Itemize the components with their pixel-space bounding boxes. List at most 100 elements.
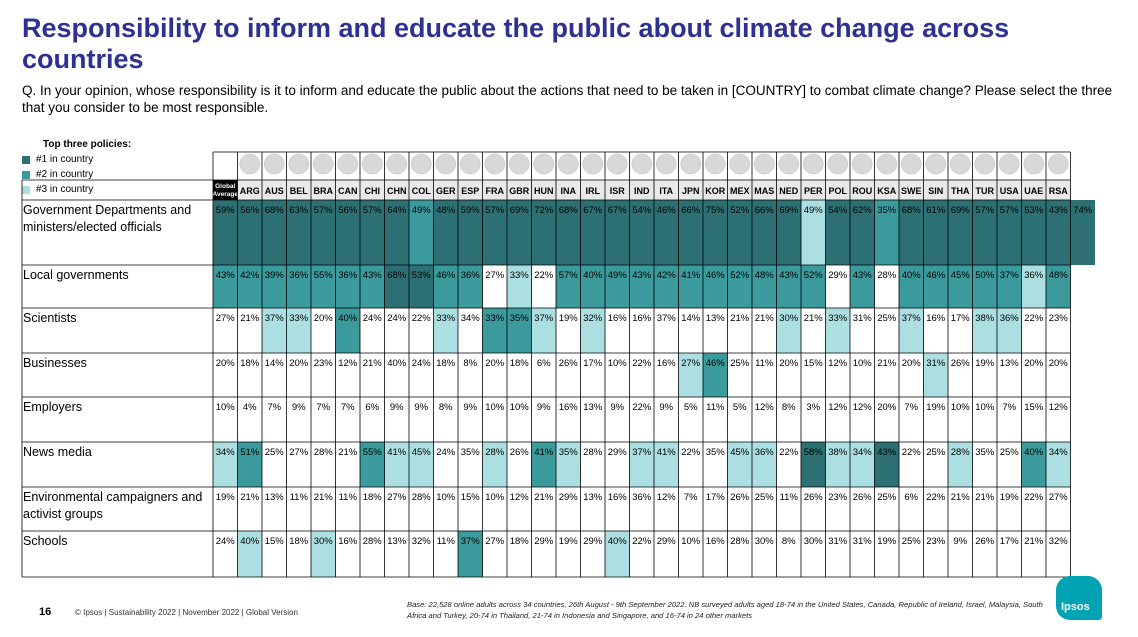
- cell-value: 41%: [681, 270, 701, 281]
- column-header-bg: [237, 180, 262, 200]
- rank-cell-fill: [948, 200, 973, 265]
- rank-cell-fill: [262, 200, 287, 265]
- flag-icon-rou: [852, 153, 873, 175]
- flag-icon-ina: [558, 153, 579, 175]
- row-label-text: Local governments: [23, 268, 129, 282]
- rank-cell-fill: [286, 308, 311, 353]
- cell-value: 38%: [828, 447, 848, 458]
- cell-value: 37%: [632, 447, 652, 458]
- flag-icon-irl: [582, 153, 603, 175]
- cell-value: 23%: [926, 536, 946, 547]
- cell-value: 19%: [926, 402, 946, 413]
- column-header-tur: TUR: [976, 186, 995, 196]
- cell-value: 22%: [1024, 313, 1044, 324]
- rank-cell-fill: [311, 265, 336, 308]
- rank-cell-fill: [752, 442, 777, 487]
- rank-cell-fill: [1046, 442, 1071, 487]
- cell-value: 24%: [363, 313, 383, 324]
- rank-cell-fill: [580, 200, 605, 265]
- rank-cell-fill: [531, 442, 556, 487]
- legend-label-rank2: #2 in country: [36, 169, 94, 180]
- rank-cell-fill: [1070, 200, 1095, 265]
- rank-cell-fill: [629, 442, 654, 487]
- cell-value: 49%: [412, 205, 432, 216]
- cell-value: 32%: [412, 536, 432, 547]
- flag-icon-bel: [288, 153, 309, 175]
- rank-cell-fill: [605, 531, 630, 577]
- rank-cell-fill: [629, 265, 654, 308]
- column-header-bg: [605, 180, 630, 200]
- cell-value: 40%: [583, 270, 603, 281]
- cell-value: 48%: [436, 205, 456, 216]
- cell-value: 16%: [632, 313, 652, 324]
- cell-value: 50%: [975, 270, 995, 281]
- cell-value: 56%: [240, 205, 260, 216]
- cell-value: 34%: [853, 447, 873, 458]
- cell-value: 48%: [1049, 270, 1069, 281]
- cell-value: 55%: [363, 447, 383, 458]
- cell-value: 22%: [412, 313, 432, 324]
- cell-value: 43%: [853, 270, 873, 281]
- rank-cell-fill: [482, 442, 507, 487]
- column-header-bg: [286, 180, 311, 200]
- cell-value: 18%: [289, 536, 309, 547]
- cell-value: 26%: [853, 492, 873, 503]
- cell-value: 42%: [657, 270, 677, 281]
- flag-icon-mex: [729, 153, 750, 175]
- cell-value: 35%: [461, 447, 481, 458]
- cell-value: 21%: [804, 313, 824, 324]
- rank-cell-fill: [482, 308, 507, 353]
- flag-icon-esp: [460, 153, 481, 175]
- cell-value: 48%: [755, 270, 775, 281]
- cell-value: 40%: [608, 536, 628, 547]
- cell-value: 10%: [485, 492, 505, 503]
- cell-value: 12%: [1049, 402, 1069, 413]
- rank-cell-fill: [825, 200, 850, 265]
- column-header-ned: NED: [779, 186, 799, 196]
- cell-value: 15%: [461, 492, 481, 503]
- cell-value: 26%: [559, 358, 579, 369]
- column-header-kor: KOR: [705, 186, 726, 196]
- cell-value: 33%: [436, 313, 456, 324]
- rank-cell-fill: [507, 200, 532, 265]
- column-header-bg: [654, 180, 679, 200]
- cell-value: 22%: [632, 536, 652, 547]
- rank-cell-fill: [458, 265, 483, 308]
- rank-cell-fill: [237, 200, 262, 265]
- cell-value: 10%: [608, 358, 628, 369]
- cell-value: 11%: [780, 492, 799, 503]
- rank-cell-fill: [948, 265, 973, 308]
- cell-value: 22%: [1024, 492, 1044, 503]
- rank-cell-fill: [580, 308, 605, 353]
- cell-value: 4%: [243, 402, 257, 413]
- cell-value: 69%: [779, 205, 799, 216]
- column-header-bg: [311, 180, 336, 200]
- flag-icon-ger: [435, 153, 456, 175]
- legend-label-rank3: #3 in country: [36, 184, 94, 195]
- cell-value: 21%: [877, 358, 897, 369]
- row-label-text: Employers: [23, 400, 83, 414]
- global-average-label: Average: [213, 191, 239, 198]
- cell-value: 9%: [659, 402, 673, 413]
- rank-cell-fill: [703, 200, 728, 265]
- global-value: 59%: [216, 205, 236, 216]
- cell-value: 11%: [339, 492, 358, 503]
- cell-value: 31%: [926, 358, 946, 369]
- cell-value: 16%: [706, 536, 726, 547]
- row-label-text: Environmental campaigners and activist g…: [23, 490, 203, 521]
- column-header-bg: [458, 180, 483, 200]
- cell-value: 24%: [412, 358, 432, 369]
- flag-icon-aus: [264, 153, 285, 175]
- column-header-bg: [433, 180, 458, 200]
- rank-cell-fill: [507, 265, 532, 308]
- cell-value: 37%: [902, 313, 922, 324]
- rank-cell-fill: [409, 265, 434, 308]
- cell-value: 30%: [779, 313, 799, 324]
- cell-value: 27%: [485, 536, 505, 547]
- cell-value: 22%: [632, 358, 652, 369]
- cell-value: 75%: [706, 205, 726, 216]
- cell-value: 20%: [1024, 358, 1044, 369]
- cell-value: 21%: [730, 313, 750, 324]
- cell-value: 12%: [510, 492, 530, 503]
